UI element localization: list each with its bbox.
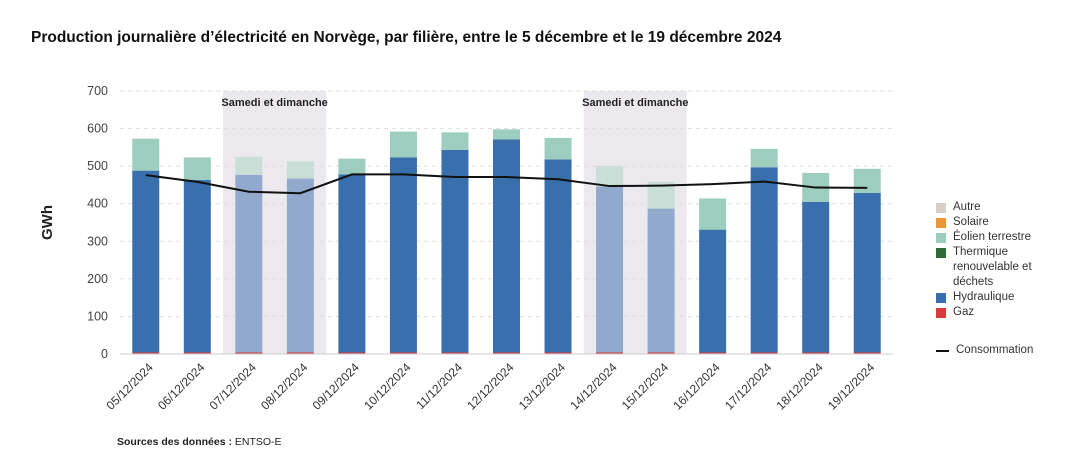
bar-1-10 [647, 208, 675, 353]
legend: Autre Solaire Éolien terrestre Thermique… [936, 200, 1033, 320]
legend-item-gaz: Gaz [936, 305, 1033, 320]
legend-item-eolien: Éolien terrestre [936, 230, 1033, 245]
x-tick-label-8: 13/12/2024 [516, 360, 569, 413]
bar-3-0 [132, 138, 160, 171]
x-tick-label-2: 07/12/2024 [207, 360, 260, 413]
bar-1-3 [286, 178, 314, 353]
y-tick-label-100: 100 [87, 309, 108, 323]
bar-1-7 [493, 139, 520, 353]
bar-3-14 [853, 168, 881, 193]
bar-0-2 [235, 352, 263, 354]
y-tick-label-500: 500 [87, 159, 108, 173]
legend-item-hydraulique: Hydraulique [936, 290, 1033, 305]
x-tick-label-4: 09/12/2024 [310, 360, 363, 413]
legend-swatch-gaz [936, 308, 946, 318]
x-tick-label-6: 11/12/2024 [413, 360, 465, 412]
x-tick-label-13: 18/12/2024 [773, 360, 826, 413]
bar-0-6 [441, 352, 469, 354]
legend-label-solaire: Solaire [953, 216, 989, 228]
y-axis-label: GWh [39, 205, 56, 240]
legend-label-eolien: Éolien terrestre [953, 231, 1031, 243]
bar-3-1 [183, 157, 211, 181]
legend-swatch-eolien [936, 233, 946, 243]
y-tick-label-0: 0 [101, 347, 108, 361]
y-tick-label-400: 400 [87, 197, 108, 211]
bar-0-14 [853, 352, 881, 354]
bar-1-12 [750, 167, 778, 353]
bar-0-0 [132, 352, 160, 354]
legend-line-consommation [936, 350, 949, 352]
bar-0-11 [699, 352, 727, 354]
bar-1-6 [441, 149, 469, 353]
x-tick-label-5: 10/12/2024 [361, 360, 414, 413]
legend-swatch-hydraulique [936, 293, 946, 303]
legend-item-autre: Autre [936, 200, 1033, 215]
x-tick-label-12: 17/12/2024 [722, 360, 775, 413]
bar-0-12 [750, 352, 778, 354]
line-consommation [145, 173, 868, 195]
y-tick-label-600: 600 [87, 122, 108, 136]
bar-1-5 [389, 157, 417, 353]
legend-swatch-autre [936, 203, 946, 213]
legend-item-thermique: Thermique renouvelable et déchets [936, 245, 1033, 290]
chart-title: Production journalière d’électricité en … [31, 29, 782, 46]
bar-0-5 [389, 352, 417, 354]
bar-3-7 [493, 129, 520, 140]
legend-label-autre: Autre [953, 201, 981, 213]
bar-1-9 [596, 186, 624, 353]
x-tick-label-7: 12/12/2024 [464, 360, 517, 413]
x-tick-label-10: 15/12/2024 [619, 360, 672, 413]
y-tick-label-200: 200 [87, 272, 108, 286]
data-source: Sources des données : ENTSO-E [117, 436, 282, 448]
bar-3-3 [286, 161, 314, 179]
legend-swatch-thermique [936, 248, 946, 258]
bar-3-5 [389, 131, 417, 158]
bar-1-8 [544, 159, 572, 353]
bar-0-1 [183, 352, 211, 354]
x-tick-label-11: 16/12/2024 [670, 360, 723, 413]
legend-label-thermique: Thermique renouvelable et déchets [953, 246, 1032, 288]
y-tick-label-300: 300 [87, 234, 108, 248]
weekend-label-1: Samedi et dimanche [582, 97, 688, 109]
bar-3-4 [338, 158, 366, 175]
bar-0-8 [544, 352, 572, 354]
x-tick-label-0: 05/12/2024 [104, 360, 157, 413]
legend-label-hydraulique: Hydraulique [953, 291, 1015, 303]
bar-0-9 [596, 352, 624, 354]
bar-0-7 [493, 352, 520, 354]
bar-1-13 [802, 201, 830, 353]
legend-label-consommation: Consommation [956, 344, 1034, 356]
bar-0-10 [647, 352, 675, 354]
x-tick-label-1: 06/12/2024 [155, 360, 208, 413]
weekend-label-0: Samedi et dimanche [221, 97, 327, 109]
bar-3-6 [441, 132, 469, 150]
bar-3-2 [235, 156, 263, 175]
bar-0-4 [338, 352, 366, 354]
y-tick-label-700: 700 [87, 84, 108, 98]
bar-1-0 [132, 170, 160, 353]
bar-1-14 [853, 192, 881, 353]
bar-1-1 [183, 180, 211, 353]
bar-0-3 [286, 352, 314, 354]
source-label: Sources des données : [117, 436, 232, 448]
bar-3-12 [750, 148, 778, 168]
source-value: ENTSO-E [234, 436, 282, 448]
bar-0-13 [802, 352, 830, 354]
x-tick-label-14: 19/12/2024 [825, 360, 878, 413]
bar-1-4 [338, 174, 366, 353]
x-tick-label-9: 14/12/2024 [567, 360, 620, 413]
bar-3-11 [699, 198, 727, 230]
bar-1-11 [699, 229, 727, 353]
legend-label-gaz: Gaz [953, 306, 975, 318]
legend-item-solaire: Solaire [936, 215, 1033, 230]
bar-3-8 [544, 137, 572, 160]
x-tick-label-3: 08/12/2024 [258, 360, 311, 413]
bar-1-2 [235, 174, 263, 353]
legend-swatch-solaire [936, 218, 946, 228]
bar-3-9 [596, 165, 624, 187]
legend-item-consommation: Consommation [936, 343, 1033, 358]
